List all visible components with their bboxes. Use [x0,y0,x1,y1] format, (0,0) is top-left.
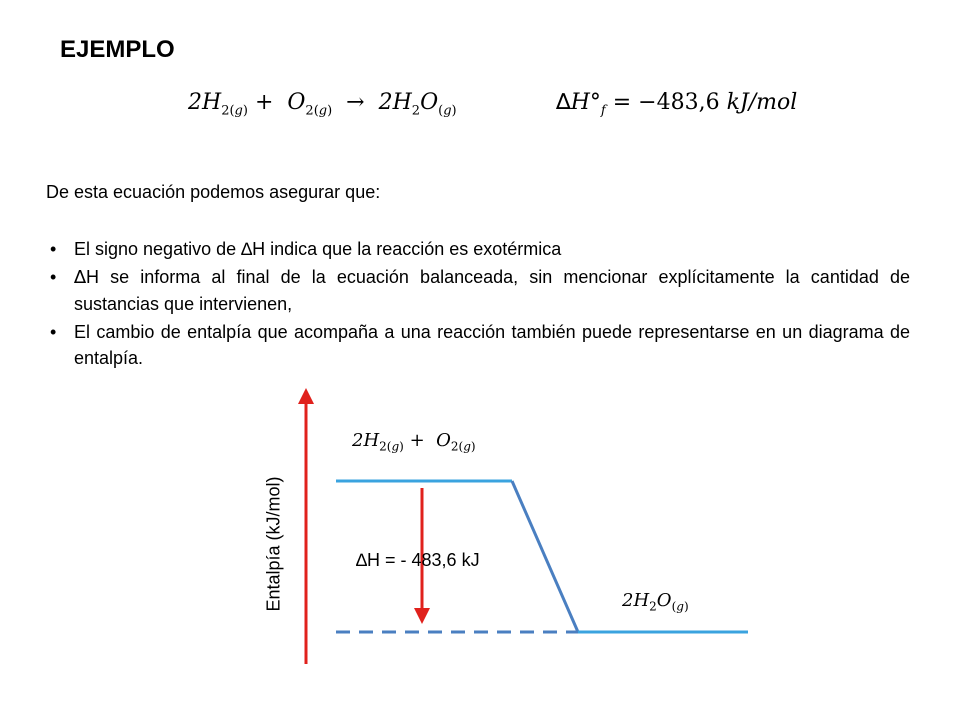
reaction-path-line [510,480,580,633]
bullet-list: • El signo negativo de ∆H indica que la … [46,236,910,373]
list-item: • ∆H se informa al final de la ecuación … [50,267,910,314]
reactants-label: 2H2(g) + O2(g) [352,430,476,454]
intro-text: De esta ecuación podemos asegurar que: [46,182,381,202]
list-item: • El cambio de entalpía que acompaña a u… [50,322,910,368]
y-axis-label: Entalpía (kJ/mol) [263,476,284,612]
delta-h-arrowhead-icon [414,608,430,624]
delta-h-label: ∆H = - 483,6 kJ [356,550,480,570]
reaction-equation: 2H2(g) + O2(g) → 2H2O(g) [188,90,457,119]
list-item: • El signo negativo de ∆H indica que la … [50,239,562,259]
axis-arrowhead-icon [298,388,314,404]
products-label: 2H2O(g) [622,590,689,614]
reaction-arrow: → [346,90,365,115]
slide-title: EJEMPLO [60,36,175,63]
enthalpy-formula: ∆H°f = −483,6 kJ/mol [556,90,798,119]
